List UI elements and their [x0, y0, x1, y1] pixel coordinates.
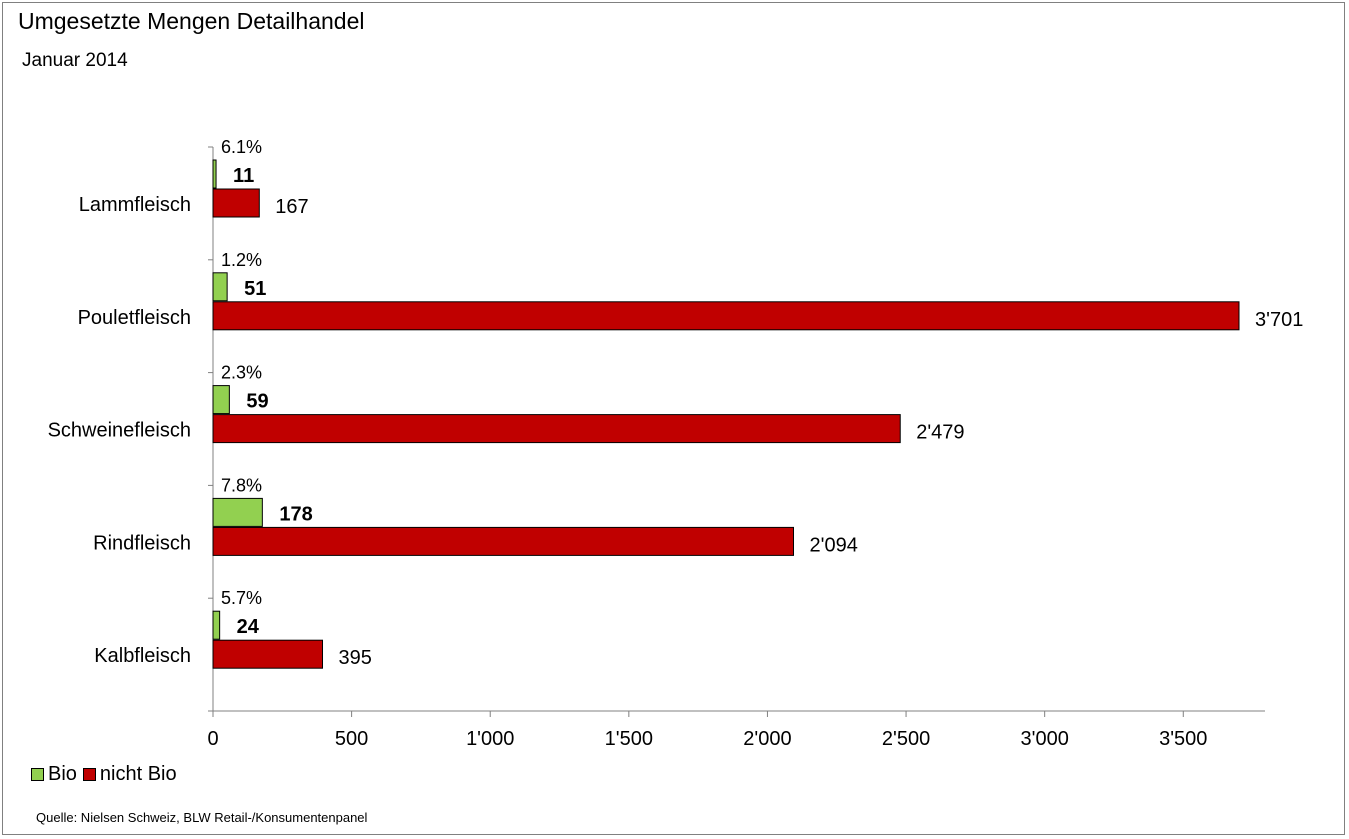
legend-item-nicht-bio: nicht Bio [82, 763, 177, 786]
bio-value-label: 51 [244, 278, 266, 300]
chart-subtitle: Januar 2014 [22, 50, 128, 71]
bar-bio [212, 497, 263, 527]
x-tick-label: 2'000 [743, 728, 791, 750]
nicht-bio-value-label: 2'094 [810, 534, 858, 556]
legend-item-bio: Bio [31, 763, 77, 786]
y-category-label: Schweinefleisch [48, 420, 191, 442]
x-tick-label: 3'000 [1021, 728, 1069, 750]
bio-value-label: 11 [233, 165, 254, 187]
nicht-bio-value-label: 167 [275, 196, 308, 218]
nicht-bio-value-label: 2'479 [916, 422, 964, 444]
bio-share-label: 7.8% [221, 475, 262, 495]
legend-swatch-nicht-bio [82, 768, 96, 781]
bio-value-label: 59 [246, 391, 268, 413]
bar-nicht-bio [212, 639, 324, 669]
legend-swatch-bio [31, 768, 44, 781]
y-category-label: Rindfleisch [93, 532, 191, 554]
bio-value-label: 178 [279, 503, 312, 525]
legend-label-nicht-bio: nicht Bio [99, 763, 177, 785]
y-category-label: Pouletfleisch [78, 307, 191, 329]
bar-bio [212, 385, 230, 415]
x-tick-label: 500 [335, 728, 368, 750]
y-category-label: Lammfleisch [79, 194, 191, 216]
nicht-bio-value-label: 3'701 [1255, 309, 1303, 331]
bio-share-label: 6.1% [221, 137, 262, 157]
source-note: Quelle: Nielsen Schweiz, BLW Retail-/Kon… [36, 810, 368, 825]
chart-legend: Bio nicht Bio [31, 763, 183, 786]
bar-nicht-bio [212, 188, 260, 218]
x-tick-label: 0 [207, 728, 218, 750]
bar-nicht-bio [212, 414, 901, 444]
nicht-bio-value-label: 395 [339, 647, 372, 669]
y-category-label: Kalbfleisch [94, 645, 191, 667]
bio-share-label: 2.3% [221, 363, 262, 383]
x-tick-label: 2'500 [882, 728, 930, 750]
bar-nicht-bio [212, 301, 1240, 331]
bar-bio [212, 272, 228, 302]
x-tick-label: 1'500 [605, 728, 653, 750]
bar-nicht-bio [212, 526, 795, 556]
bio-share-label: 1.2% [221, 250, 262, 270]
x-tick-label: 1'000 [466, 728, 514, 750]
bio-share-label: 5.7% [221, 588, 262, 608]
bar-bio [212, 610, 221, 640]
bio-value-label: 24 [237, 616, 260, 638]
x-tick-label: 3'500 [1159, 728, 1207, 750]
chart-title: Umgesetzte Mengen Detailhandel [18, 8, 365, 34]
legend-label-bio: Bio [48, 763, 77, 785]
bar-bio [212, 159, 217, 189]
